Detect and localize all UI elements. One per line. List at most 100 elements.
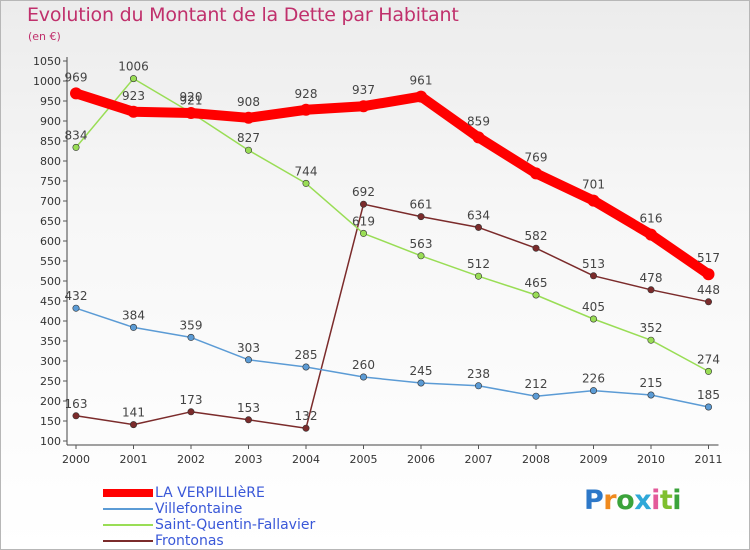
- y-tick-label: 1000: [33, 75, 61, 88]
- data-point-frontonas: [302, 424, 310, 432]
- y-tick-label: 150: [40, 415, 61, 428]
- data-point-la-verpilliere: [530, 167, 542, 180]
- data-label-frontonas: 132: [295, 409, 318, 423]
- data-point-la-verpilliere: [645, 228, 657, 241]
- x-tick-label: 2011: [695, 453, 723, 466]
- y-tick-label: 700: [40, 195, 61, 208]
- chart-legend: LA VERPILLIèRE Villefontaine Saint-Quent…: [103, 485, 363, 549]
- data-point-frontonas: [589, 272, 597, 280]
- data-point-la-verpilliere: [127, 105, 140, 118]
- data-label-villefontaine: 359: [180, 318, 203, 332]
- legend-label-saint-quentin-fallavier: Saint-Quentin-Fallavier: [155, 517, 316, 533]
- x-tick-label: 2004: [292, 453, 320, 466]
- data-label-frontonas: 692: [352, 185, 375, 199]
- series-line-frontonas: [75, 203, 710, 429]
- y-tick-label: 600: [40, 235, 61, 248]
- data-point-villefontaine: [245, 356, 253, 364]
- legend-label-villefontaine: Villefontaine: [155, 501, 243, 517]
- data-point-saint-quentin-fallavier: [302, 179, 310, 187]
- data-point-saint-quentin-fallavier: [704, 367, 712, 375]
- data-point-frontonas: [245, 416, 253, 424]
- data-point-la-verpilliere: [415, 90, 427, 103]
- data-label-frontonas: 448: [697, 283, 720, 297]
- data-point-saint-quentin-fallavier: [130, 75, 138, 83]
- data-label-la-verpilliere: 969: [65, 70, 88, 84]
- data-point-frontonas: [72, 412, 80, 420]
- data-point-villefontaine: [417, 379, 425, 387]
- data-label-la-verpilliere: 908: [237, 95, 260, 109]
- data-label-frontonas: 141: [122, 406, 145, 420]
- data-label-frontonas: 634: [467, 208, 490, 222]
- data-point-villefontaine: [647, 391, 655, 399]
- legend-swatch-villefontaine: [103, 508, 153, 510]
- data-point-frontonas: [130, 421, 138, 429]
- data-point-villefontaine: [474, 382, 482, 390]
- data-label-saint-quentin-fallavier: 619: [352, 214, 375, 228]
- y-tick-label: 850: [40, 135, 61, 148]
- data-point-la-verpilliere: [702, 268, 715, 281]
- data-point-saint-quentin-fallavier: [359, 229, 367, 237]
- data-label-frontonas: 478: [640, 271, 663, 285]
- data-point-la-verpilliere: [242, 111, 255, 124]
- data-label-la-verpilliere: 517: [697, 251, 720, 265]
- data-label-la-verpilliere: 928: [295, 87, 318, 101]
- data-label-villefontaine: 260: [352, 358, 375, 372]
- legend-item-saint-quentin-fallavier: Saint-Quentin-Fallavier: [103, 517, 363, 533]
- series-line-saint-quentin-fallavier: [75, 77, 710, 373]
- data-label-villefontaine: 303: [237, 341, 260, 355]
- chart-title: Evolution du Montant de la Dette par Hab…: [27, 4, 459, 26]
- y-tick-label: 400: [40, 315, 61, 328]
- data-point-la-verpilliere: [185, 107, 197, 119]
- y-tick-label: 450: [40, 295, 61, 308]
- y-tick-label: 800: [40, 155, 61, 168]
- data-point-frontonas: [359, 200, 367, 208]
- data-label-saint-quentin-fallavier: 512: [467, 257, 490, 271]
- data-point-la-verpilliere: [587, 194, 600, 207]
- data-point-villefontaine: [589, 387, 597, 395]
- legend-swatch-la-verpilliere: [103, 489, 153, 497]
- data-label-frontonas: 513: [582, 257, 605, 271]
- x-tick-label: 2010: [637, 453, 665, 466]
- data-point-saint-quentin-fallavier: [417, 252, 425, 260]
- data-label-saint-quentin-fallavier: 834: [65, 128, 88, 142]
- x-tick-label: 2006: [407, 453, 435, 466]
- y-tick-label: 200: [40, 395, 61, 408]
- y-tick-label: 500: [40, 275, 61, 288]
- data-label-villefontaine: 245: [410, 364, 433, 378]
- data-label-frontonas: 661: [410, 198, 433, 212]
- x-tick-label: 2005: [350, 453, 378, 466]
- legend-item-la-verpilliere: LA VERPILLIèRE: [103, 485, 363, 501]
- data-point-saint-quentin-fallavier: [647, 336, 655, 344]
- x-tick-label: 2009: [580, 453, 608, 466]
- data-point-frontonas: [704, 298, 712, 306]
- data-point-saint-quentin-fallavier: [589, 315, 597, 323]
- data-label-la-verpilliere: 859: [467, 114, 490, 128]
- data-label-saint-quentin-fallavier: 274: [697, 352, 720, 366]
- data-label-saint-quentin-fallavier: 744: [295, 164, 318, 178]
- legend-swatch-saint-quentin-fallavier: [103, 524, 153, 526]
- series-line-villefontaine: [75, 307, 710, 408]
- data-label-saint-quentin-fallavier: 405: [582, 300, 605, 314]
- y-tick-label: 750: [40, 175, 61, 188]
- data-label-villefontaine: 185: [697, 388, 720, 402]
- y-tick-label: 300: [40, 355, 61, 368]
- data-point-villefontaine: [130, 323, 138, 331]
- data-label-frontonas: 173: [180, 393, 203, 407]
- y-tick-label: 350: [40, 335, 61, 348]
- data-label-la-verpilliere: 920: [180, 90, 203, 104]
- data-label-saint-quentin-fallavier: 352: [640, 321, 663, 335]
- y-tick-label: 1050: [33, 55, 61, 68]
- y-tick-label: 900: [40, 115, 61, 128]
- legend-item-villefontaine: Villefontaine: [103, 501, 363, 517]
- legend-label-frontonas: Frontonas: [155, 533, 224, 549]
- data-label-villefontaine: 226: [582, 372, 605, 386]
- y-tick-label: 650: [40, 215, 61, 228]
- data-label-saint-quentin-fallavier: 465: [525, 276, 548, 290]
- data-label-la-verpilliere: 961: [410, 74, 433, 88]
- data-point-frontonas: [532, 244, 540, 252]
- data-label-frontonas: 163: [65, 397, 88, 411]
- data-label-la-verpilliere: 769: [525, 150, 548, 164]
- data-label-frontonas: 582: [525, 229, 548, 243]
- y-tick-label: 100: [40, 435, 61, 448]
